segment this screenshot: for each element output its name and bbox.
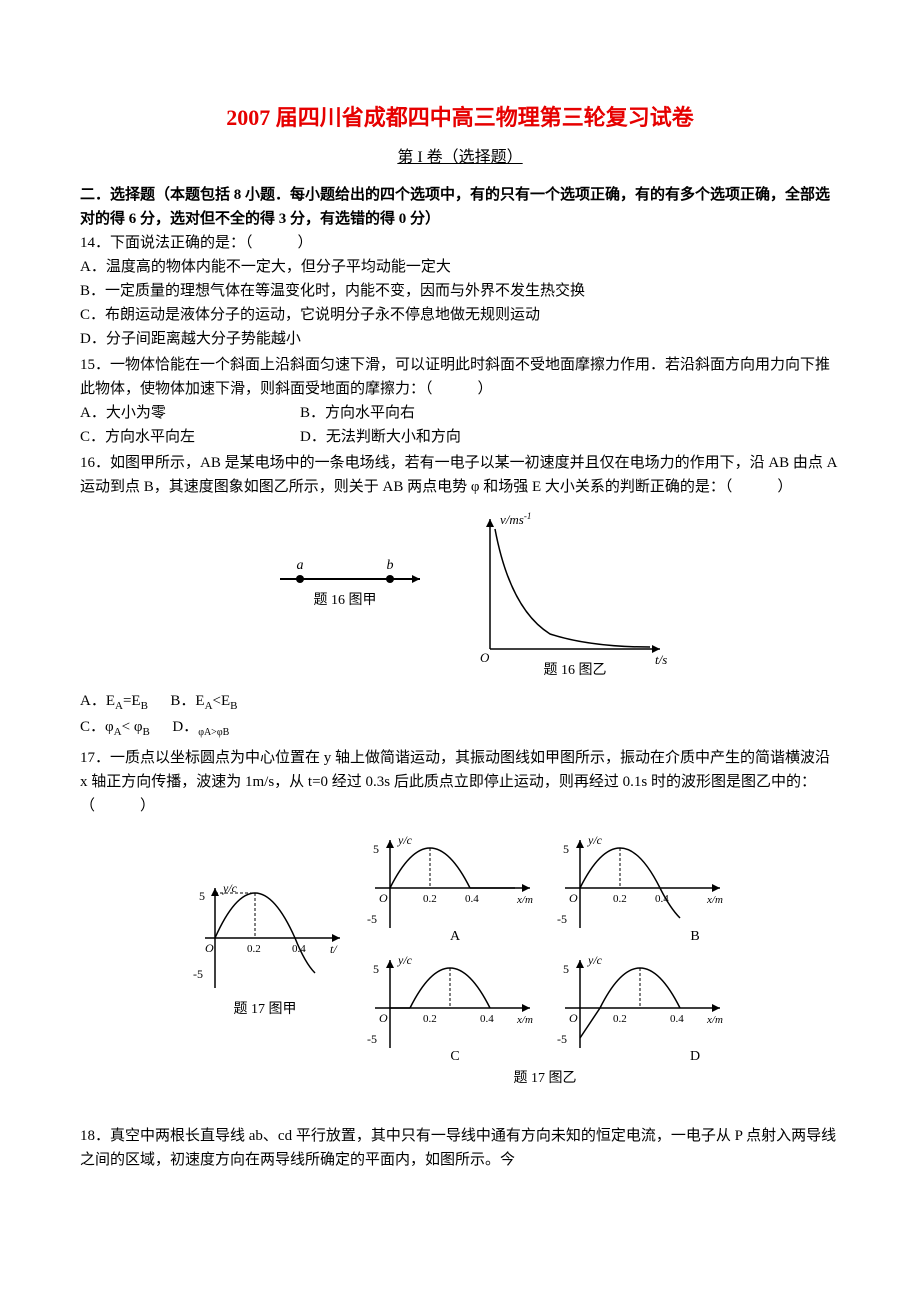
svg-text:O: O — [379, 891, 388, 905]
instructions: 二．选择题（本题包括 8 小题．每小题给出的四个选项中，有的只有一个选项正确，有… — [80, 183, 840, 231]
svg-text:0.2: 0.2 — [613, 1013, 627, 1025]
svg-text:v/ms-1: v/ms-1 — [500, 511, 531, 527]
q17-opt-d-fig: 5 -5 0.2 0.4 O y/c x/m D — [545, 948, 735, 1068]
svg-text:O: O — [379, 1011, 388, 1025]
q17-opt-c-fig: 5 -5 0.2 0.4 O y/c x/m C — [355, 948, 545, 1068]
q17-figures: 5 -5 0.2 0.4 O y/c t/ 题 17 图甲 5 -5 0.2 0… — [80, 828, 840, 1090]
svg-text:O: O — [205, 941, 214, 955]
svg-text:0.2: 0.2 — [613, 893, 627, 905]
q17-fig-yi-label: 题 17 图乙 — [355, 1068, 735, 1090]
svg-text:题 17 图甲: 题 17 图甲 — [234, 1002, 297, 1017]
q16-opt-b: B．EA<EB — [170, 693, 237, 709]
svg-text:5: 5 — [563, 842, 569, 856]
page-title: 2007 届四川省成都四中高三物理第三轮复习试卷 — [80, 100, 840, 135]
q14-opt-b: B．一定质量的理想气体在等温变化时，内能不变，因而与外界不发生热交换 — [80, 279, 840, 303]
question-15: 15．一物体恰能在一个斜面上沿斜面匀速下滑，可以证明此时斜面不受地面摩擦力作用．… — [80, 353, 840, 449]
svg-text:0.4: 0.4 — [480, 1013, 494, 1025]
q17-opt-a-fig: 5 -5 0.2 0.4 O y/c x/m A — [355, 828, 545, 948]
svg-text:5: 5 — [563, 962, 569, 976]
svg-text:y/c: y/c — [587, 953, 603, 967]
svg-text:b: b — [387, 558, 394, 573]
svg-text:5: 5 — [373, 842, 379, 856]
svg-text:x/m: x/m — [706, 1014, 723, 1026]
q16-options: A．EA=EB B．EA<EB C．φA< φB D．φA>φB — [80, 689, 840, 742]
svg-text:B: B — [690, 929, 699, 944]
svg-text:-5: -5 — [557, 1032, 567, 1046]
q16-stem: 16．如图甲所示，AB 是某电场中的一条电场线，若有一电子以某一初速度并且仅在电… — [80, 451, 840, 499]
svg-text:t/s: t/s — [655, 652, 667, 667]
svg-text:O: O — [569, 891, 578, 905]
svg-text:0.2: 0.2 — [423, 1013, 437, 1025]
q16-figures: a b 题 16 图甲 v/ms-1 t/s O 题 16 图乙 — [80, 509, 840, 679]
svg-text:-5: -5 — [367, 1032, 377, 1046]
q17-fig-jia: 5 -5 0.2 0.4 O y/c t/ 题 17 图甲 — [185, 878, 355, 1028]
q17-opt-b-fig: 5 -5 0.2 0.4 O y/c x/m B — [545, 828, 735, 948]
page-subtitle: 第 I 卷（选择题） — [80, 145, 840, 171]
svg-text:y/c: y/c — [397, 833, 413, 847]
svg-text:5: 5 — [199, 889, 205, 903]
svg-text:x/m: x/m — [706, 894, 723, 906]
svg-text:0.4: 0.4 — [655, 893, 669, 905]
q16-opt-c: C．φA< φB — [80, 719, 154, 735]
svg-text:0.2: 0.2 — [247, 943, 261, 955]
question-17: 17．一质点以坐标圆点为中心位置在 y 轴上做简谐运动，其振动图线如甲图所示，振… — [80, 746, 840, 818]
svg-text:y/c: y/c — [397, 953, 413, 967]
svg-text:A: A — [450, 929, 461, 944]
q16-opt-a: A．EA=EB — [80, 693, 152, 709]
question-18: 18．真空中两根长直导线 ab、cd 平行放置，其中只有一导线中通有方向未知的恒… — [80, 1124, 840, 1172]
q15-stem: 15．一物体恰能在一个斜面上沿斜面匀速下滑，可以证明此时斜面不受地面摩擦力作用．… — [80, 353, 840, 401]
svg-text:O: O — [569, 1011, 578, 1025]
svg-text:D: D — [690, 1049, 700, 1064]
svg-text:0.4: 0.4 — [465, 893, 479, 905]
svg-text:y/c: y/c — [222, 881, 238, 895]
svg-text:5: 5 — [373, 962, 379, 976]
q16-opt-d: D．φA>φB — [172, 719, 229, 735]
q14-opt-a: A．温度高的物体内能不一定大，但分子平均动能一定大 — [80, 255, 840, 279]
q14-opt-d: D．分子间距离越大分子势能越小 — [80, 327, 840, 351]
svg-text:-5: -5 — [557, 912, 567, 926]
svg-text:0.4: 0.4 — [670, 1013, 684, 1025]
svg-text:题 16 图甲: 题 16 图甲 — [314, 593, 377, 608]
q15-opt-b: B．方向水平向右 — [300, 401, 415, 425]
svg-text:-5: -5 — [367, 912, 377, 926]
q14-opt-c: C．布朗运动是液体分子的运动，它说明分子永不停息地做无规则运动 — [80, 303, 840, 327]
q15-opt-a: A．大小为零 — [80, 401, 300, 425]
q16-fig-yi: v/ms-1 t/s O 题 16 图乙 — [460, 509, 680, 679]
svg-text:C: C — [450, 1049, 459, 1064]
svg-text:题 16 图乙: 题 16 图乙 — [544, 662, 607, 678]
svg-text:a: a — [297, 558, 304, 573]
q17-stem: 17．一质点以坐标圆点为中心位置在 y 轴上做简谐运动，其振动图线如甲图所示，振… — [80, 746, 840, 818]
svg-text:y/c: y/c — [587, 833, 603, 847]
svg-text:0.2: 0.2 — [423, 893, 437, 905]
svg-text:t/: t/ — [330, 942, 338, 956]
q18-stem: 18．真空中两根长直导线 ab、cd 平行放置，其中只有一导线中通有方向未知的恒… — [80, 1124, 840, 1172]
question-14: 14．下面说法正确的是：（ ） A．温度高的物体内能不一定大，但分子平均动能一定… — [80, 231, 840, 351]
svg-text:x/m: x/m — [516, 894, 533, 906]
question-16: 16．如图甲所示，AB 是某电场中的一条电场线，若有一电子以某一初速度并且仅在电… — [80, 451, 840, 499]
q15-opt-d: D．无法判断大小和方向 — [300, 425, 461, 449]
svg-text:x/m: x/m — [516, 1014, 533, 1026]
q15-opt-c: C．方向水平向左 — [80, 425, 300, 449]
svg-text:-5: -5 — [193, 967, 203, 981]
q14-stem: 14．下面说法正确的是：（ ） — [80, 231, 840, 255]
svg-text:O: O — [480, 650, 490, 665]
q16-fig-jia: a b 题 16 图甲 — [240, 509, 460, 669]
svg-text:0.4: 0.4 — [292, 943, 306, 955]
